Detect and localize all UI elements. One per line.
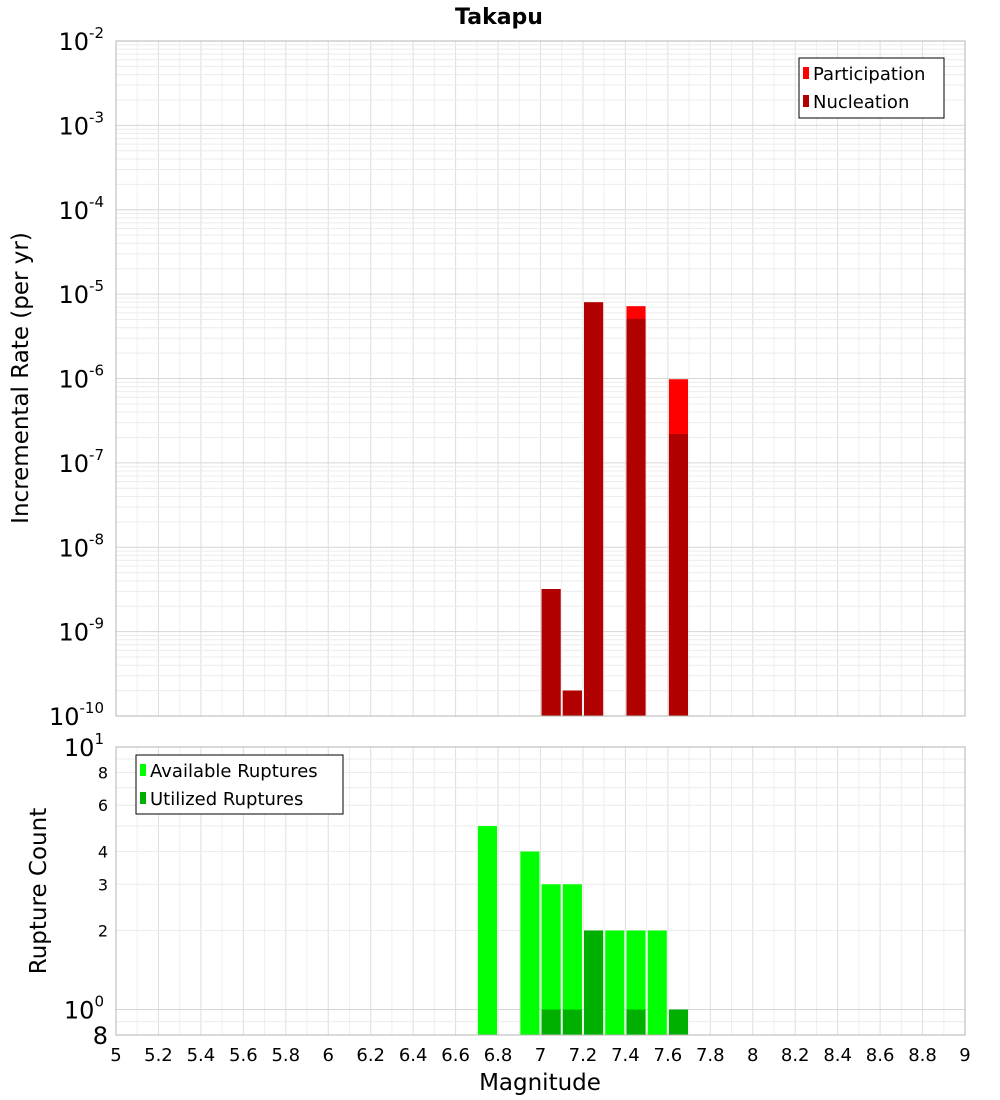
x-tick-label: 8.2 <box>781 1045 810 1066</box>
bottom-y-axis-label: Rupture Count <box>26 808 52 974</box>
top-y-tick-label: 10-3 <box>58 108 104 140</box>
x-tick-label: 5 <box>110 1045 121 1066</box>
chart-title: Takapu <box>455 5 543 30</box>
x-tick-label: 6.2 <box>356 1045 385 1066</box>
x-tick-label: 5.4 <box>187 1045 216 1066</box>
bottom-bar-b-4 <box>668 1009 689 1035</box>
bottom-bar-b-0 <box>541 1009 561 1035</box>
legend-swatch <box>140 792 146 804</box>
top-y-tick-labels: 10-10 10-9 10-8 10-7 10-6 10-5 10-4 10-3 10-2 <box>49 24 104 731</box>
legend-box <box>798 57 945 119</box>
top-bar-b-2 <box>584 302 604 716</box>
x-tick-label: 7.4 <box>611 1045 640 1066</box>
bottom-y-major-tick-label: 100 <box>64 993 104 1025</box>
x-tick-label: 6.8 <box>484 1045 513 1066</box>
x-tick-label: 6.4 <box>399 1045 428 1066</box>
bottom-bar-a-5 <box>605 930 625 1035</box>
legend-box <box>135 754 344 815</box>
top-plot-grid <box>115 41 966 717</box>
x-tick-labels: 5 5.2 5.4 5.6 5.8 6 6.2 6.4 6.6 6.8 7 7.2 7.4 7.6 7.8 8… <box>110 1045 970 1066</box>
bottom-y-minor-tick-label: 4 <box>98 842 108 861</box>
legend-swatch <box>803 67 809 79</box>
top-plot-frame <box>115 40 966 717</box>
x-tick-label: 8.4 <box>823 1045 852 1066</box>
top-plot-border <box>115 40 966 717</box>
legend-label: Available Ruptures <box>150 761 318 782</box>
legend-swatch <box>140 764 146 776</box>
bottom-bar-b-2 <box>584 930 604 1035</box>
bottom-bar-a-2 <box>541 884 561 1035</box>
bottom-plot-border <box>115 746 966 1036</box>
bottom-y-minor-tick-label: 6 <box>98 796 108 815</box>
top-y-tick-label: 10-8 <box>58 530 104 562</box>
bottom-y-minor-tick-label: 3 <box>98 875 108 894</box>
x-tick-label: 8.6 <box>866 1045 895 1066</box>
top-bar-b-1 <box>562 690 582 716</box>
legend-swatch <box>803 95 809 107</box>
x-tick-label: 9 <box>959 1045 970 1066</box>
top-bar-b-0 <box>541 589 561 716</box>
bottom-bar-b-1 <box>562 1009 582 1035</box>
x-tick-label: 5.8 <box>271 1045 300 1066</box>
bottom-plot-bars <box>477 826 689 1035</box>
x-tick-label: 7.6 <box>654 1045 683 1066</box>
x-tick-label: 6.6 <box>441 1045 470 1066</box>
bottom-bar-b-3 <box>626 1009 646 1035</box>
bottom-bar-a-3 <box>562 884 582 1035</box>
top-legend: Participation Nucleation <box>798 57 945 119</box>
x-tick-label: 5.6 <box>229 1045 258 1066</box>
x-tick-label: 8.8 <box>908 1045 937 1066</box>
bottom-y-major-tick-label: 101 <box>64 730 104 762</box>
bottom-legend: Available Ruptures Utilized Ruptures <box>135 754 344 815</box>
bottom-y-minor-tick-label: 8 <box>98 763 108 782</box>
top-y-tick-label: 10-4 <box>58 193 104 225</box>
x-tick-label: 8 <box>747 1045 758 1066</box>
bottom-y-minor-tick-label: 8 <box>93 1022 108 1050</box>
top-y-tick-label: 10-9 <box>58 615 104 647</box>
top-bar-b-3 <box>626 318 646 716</box>
bottom-y-minor-tick-label: 2 <box>98 922 108 941</box>
bottom-bar-a-0 <box>477 826 497 1035</box>
bottom-bar-a-6 <box>626 930 646 1035</box>
top-y-tick-label: 10-2 <box>58 24 104 56</box>
x-tick-label: 7.2 <box>569 1045 598 1066</box>
bottom-bar-a-7 <box>647 930 667 1035</box>
top-y-tick-label: 10-10 <box>49 699 104 731</box>
x-tick-label: 6 <box>323 1045 334 1066</box>
top-y-tick-label: 10-5 <box>58 277 104 309</box>
x-tick-label: 7 <box>535 1045 546 1066</box>
top-y-tick-label: 10-6 <box>58 362 104 394</box>
legend-label: Participation <box>813 64 925 85</box>
top-bar-b-4 <box>668 433 689 716</box>
bottom-plot-frame <box>115 746 966 1036</box>
x-tick-label: 7.8 <box>696 1045 725 1066</box>
legend-label: Utilized Ruptures <box>150 789 303 810</box>
legend-label: Nucleation <box>813 92 909 113</box>
bottom-bar-a-1 <box>520 851 540 1035</box>
top-y-tick-label: 10-7 <box>58 446 104 478</box>
top-plot-bars <box>541 302 689 716</box>
x-axis-label: Magnitude <box>479 1070 601 1096</box>
x-tick-label: 5.2 <box>144 1045 173 1066</box>
bottom-plot-grid <box>115 746 966 1036</box>
top-y-axis-label: Incremental Rate (per yr) <box>8 232 34 524</box>
